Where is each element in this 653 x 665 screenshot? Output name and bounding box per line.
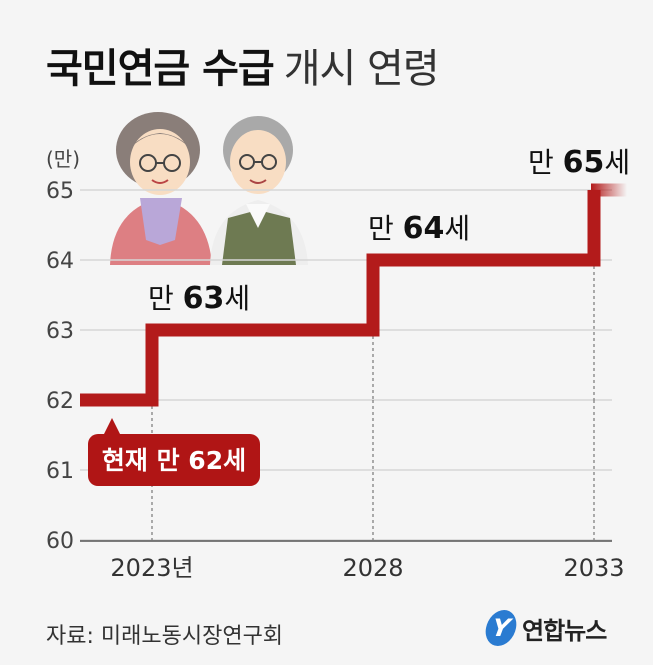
age-label-prefix: 만 xyxy=(368,212,403,245)
y-axis-label: (만) xyxy=(46,147,80,171)
age-label-suffix: 세 xyxy=(224,282,250,315)
y-tick-label: 61 xyxy=(46,459,74,484)
yonhap-logo: Y 연합뉴스 xyxy=(482,610,607,646)
age-step-label: 만 65세 xyxy=(528,145,630,180)
grandmother-figure xyxy=(110,112,212,265)
logo-mark: Y xyxy=(482,610,520,646)
age-label-prefix: 만 xyxy=(528,146,563,179)
badge-pointer xyxy=(102,418,122,438)
age-label-suffix: 세 xyxy=(604,146,630,179)
y-tick-label: 64 xyxy=(46,249,74,274)
y-tick-label: 60 xyxy=(46,529,74,554)
elderly-couple-illustration xyxy=(110,112,308,265)
source-note: 자료: 미래노동시장연구회 xyxy=(46,624,284,649)
logo-text: 연합뉴스 xyxy=(522,616,607,645)
current-age-badge-text: 현재 만 62세 xyxy=(102,446,246,475)
title-bold: 국민연금 수급 xyxy=(46,46,275,92)
y-tick-label: 63 xyxy=(46,319,74,344)
age-label-number: 64 xyxy=(403,211,445,246)
age-label-number: 63 xyxy=(183,281,225,316)
chart-title: 국민연금 수급 개시 연령 xyxy=(46,36,440,94)
x-tick-label: 2028 xyxy=(342,554,403,582)
y-tick-label: 65 xyxy=(46,179,74,204)
x-tick-label: 2023년 xyxy=(110,554,193,582)
grandfather-figure xyxy=(210,116,308,265)
age-step-label: 만 64세 xyxy=(368,211,470,246)
age-label-number: 65 xyxy=(563,145,605,180)
step-line-fade xyxy=(591,183,627,197)
age-step-label: 만 63세 xyxy=(148,281,250,316)
y-tick-label: 62 xyxy=(46,389,74,414)
age-label-prefix: 만 xyxy=(148,282,183,315)
x-tick-label: 2033 xyxy=(563,554,624,582)
title-light: 개시 연령 xyxy=(283,46,440,92)
age-label-suffix: 세 xyxy=(444,212,470,245)
current-age-badge xyxy=(88,434,260,486)
